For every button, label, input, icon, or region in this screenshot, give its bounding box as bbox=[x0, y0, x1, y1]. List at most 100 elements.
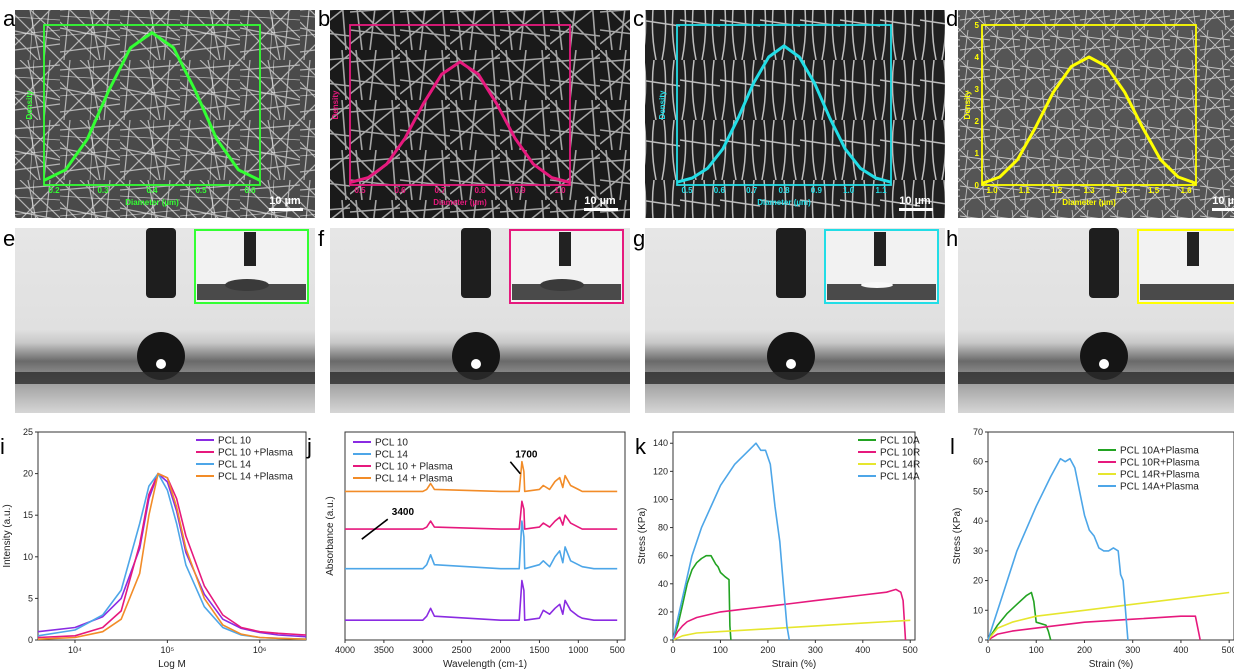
y-axis-label: Stress (KPa) bbox=[637, 508, 648, 565]
x-tick-label: 2500 bbox=[452, 645, 472, 655]
x-tick-label: 1500 bbox=[529, 645, 549, 655]
legend-label-1: PCL 10R+Plasma bbox=[1120, 458, 1200, 469]
y-tick-label: 20 bbox=[23, 469, 33, 479]
scale-bar-label: 10 µm bbox=[1212, 195, 1234, 207]
y-tick-label: 15 bbox=[23, 510, 33, 520]
legend-label-2: PCL 14R bbox=[880, 460, 920, 471]
droplet-highlight bbox=[156, 359, 166, 369]
panel-label: l bbox=[950, 434, 955, 459]
needle bbox=[461, 228, 491, 298]
inset-substrate bbox=[1140, 284, 1234, 300]
annotation-label: 1700 bbox=[515, 450, 538, 461]
contact-angle-panel-h: h bbox=[946, 226, 1234, 413]
x-tick-label: 1.1 bbox=[1019, 186, 1031, 195]
chart-j: 4000 3500 3000 2500 2000 1500 1000 500 Wavelengt… bbox=[306, 431, 626, 670]
sem-image bbox=[330, 10, 630, 218]
scale-bar-label: 10 µm bbox=[584, 195, 616, 207]
y-tick-label: 30 bbox=[973, 546, 983, 556]
annotation-label: 3400 bbox=[392, 507, 415, 518]
series-line-3 bbox=[672, 442, 791, 641]
legend-label-2: PCL 14R+Plasma bbox=[1120, 470, 1200, 481]
x-tick-label: 500 bbox=[1222, 645, 1234, 655]
series-line-3 bbox=[37, 472, 307, 640]
scale-bar bbox=[1212, 208, 1234, 211]
scale-bar bbox=[584, 208, 618, 211]
y-tick-label: 40 bbox=[973, 516, 983, 526]
y-tick-label: 80 bbox=[658, 523, 668, 533]
y-axis-label: Stress (KPa) bbox=[952, 508, 963, 565]
inset-substrate bbox=[827, 284, 936, 300]
x-axis-label: Diameter (µm) bbox=[433, 198, 487, 207]
x-tick-label: 1.4 bbox=[1116, 186, 1128, 195]
annotation-arrow bbox=[509, 461, 521, 475]
substrate bbox=[645, 372, 945, 384]
scale-bar-label: 10 µm bbox=[269, 195, 301, 207]
x-tick-label: 1000 bbox=[568, 645, 588, 655]
plot-area bbox=[344, 431, 626, 641]
legend-label-3: PCL 14 +Plasma bbox=[218, 472, 293, 483]
y-tick-label: 140 bbox=[653, 438, 668, 448]
panel-label: e bbox=[3, 226, 15, 251]
x-tick-label: 0.8 bbox=[474, 186, 486, 195]
needle bbox=[146, 228, 176, 298]
distribution-frame bbox=[43, 24, 261, 186]
x-tick-label: 3500 bbox=[374, 645, 394, 655]
y-tick-label: 0 bbox=[28, 635, 33, 645]
needle bbox=[1089, 228, 1119, 298]
x-tick-label: 1.1 bbox=[875, 186, 887, 195]
droplet-highlight bbox=[471, 359, 481, 369]
x-tick-label: 200 bbox=[760, 645, 775, 655]
y-tick-label: 40 bbox=[658, 579, 668, 589]
scale-bar bbox=[899, 208, 933, 211]
y-tick-label: 50 bbox=[973, 486, 983, 496]
droplet bbox=[452, 332, 500, 380]
droplet bbox=[137, 332, 185, 380]
x-tick-label: 500 bbox=[903, 645, 918, 655]
sem-panel-a: 0.2 0.3 0.4 0.5 0.6 Diameter (µm) Density 10 µm… bbox=[3, 6, 315, 218]
panel-label: h bbox=[946, 226, 958, 251]
plot-area bbox=[37, 431, 307, 641]
x-tick-label: 10⁶ bbox=[253, 645, 267, 655]
y-tick-label: 3 bbox=[975, 85, 980, 94]
x-tick-label: 200 bbox=[1077, 645, 1092, 655]
y-axis-label: Density bbox=[331, 90, 340, 119]
distribution-frame bbox=[981, 24, 1197, 186]
y-tick-label: 60 bbox=[658, 551, 668, 561]
y-tick-label: 120 bbox=[653, 466, 668, 476]
legend-label-2: PCL 10 + Plasma bbox=[375, 462, 453, 473]
x-tick-label: 400 bbox=[1173, 645, 1188, 655]
x-tick-label: 0 bbox=[985, 645, 990, 655]
panel-label: i bbox=[0, 434, 5, 459]
y-axis-label: Intensity (a.u.) bbox=[2, 504, 13, 567]
inset-needle bbox=[559, 232, 571, 266]
legend-label-1: PCL 14 bbox=[375, 450, 408, 461]
x-tick-label: 1.0 bbox=[554, 186, 566, 195]
x-tick-label: 0.8 bbox=[778, 186, 790, 195]
series-line-0 bbox=[345, 579, 618, 621]
panel-label: k bbox=[635, 434, 647, 459]
x-axis-label: Diameter (µm) bbox=[125, 198, 179, 207]
series-line-1 bbox=[345, 520, 618, 570]
legend-label-3: PCL 14 + Plasma bbox=[375, 474, 453, 485]
annotation-arrow bbox=[361, 518, 389, 540]
x-tick-label: 300 bbox=[808, 645, 823, 655]
distribution-curve bbox=[676, 44, 892, 184]
y-axis-label: Density bbox=[658, 90, 667, 119]
substrate bbox=[958, 372, 1234, 384]
x-axis-label: Log M bbox=[158, 659, 186, 670]
x-tick-label: 1.0 bbox=[843, 186, 855, 195]
inset-film bbox=[861, 282, 893, 288]
x-tick-label: 0.6 bbox=[714, 186, 726, 195]
y-tick-label: 20 bbox=[973, 576, 983, 586]
y-tick-label: 10 bbox=[23, 552, 33, 562]
series-line-2 bbox=[672, 619, 911, 641]
x-tick-label: 0 bbox=[670, 645, 675, 655]
x-tick-label: 0.7 bbox=[746, 186, 758, 195]
sem-image bbox=[958, 10, 1234, 218]
plot-area bbox=[987, 431, 1234, 641]
x-tick-label: 0.5 bbox=[354, 186, 366, 195]
chart-i: 10⁴ 10⁵ 10⁶ 0 5 10 15 20 25 Log M Intensity (a.u.)… bbox=[0, 427, 307, 670]
substrate bbox=[15, 372, 315, 384]
x-axis-label: Diameter (µm) bbox=[1062, 198, 1116, 207]
y-tick-label: 5 bbox=[975, 21, 980, 30]
